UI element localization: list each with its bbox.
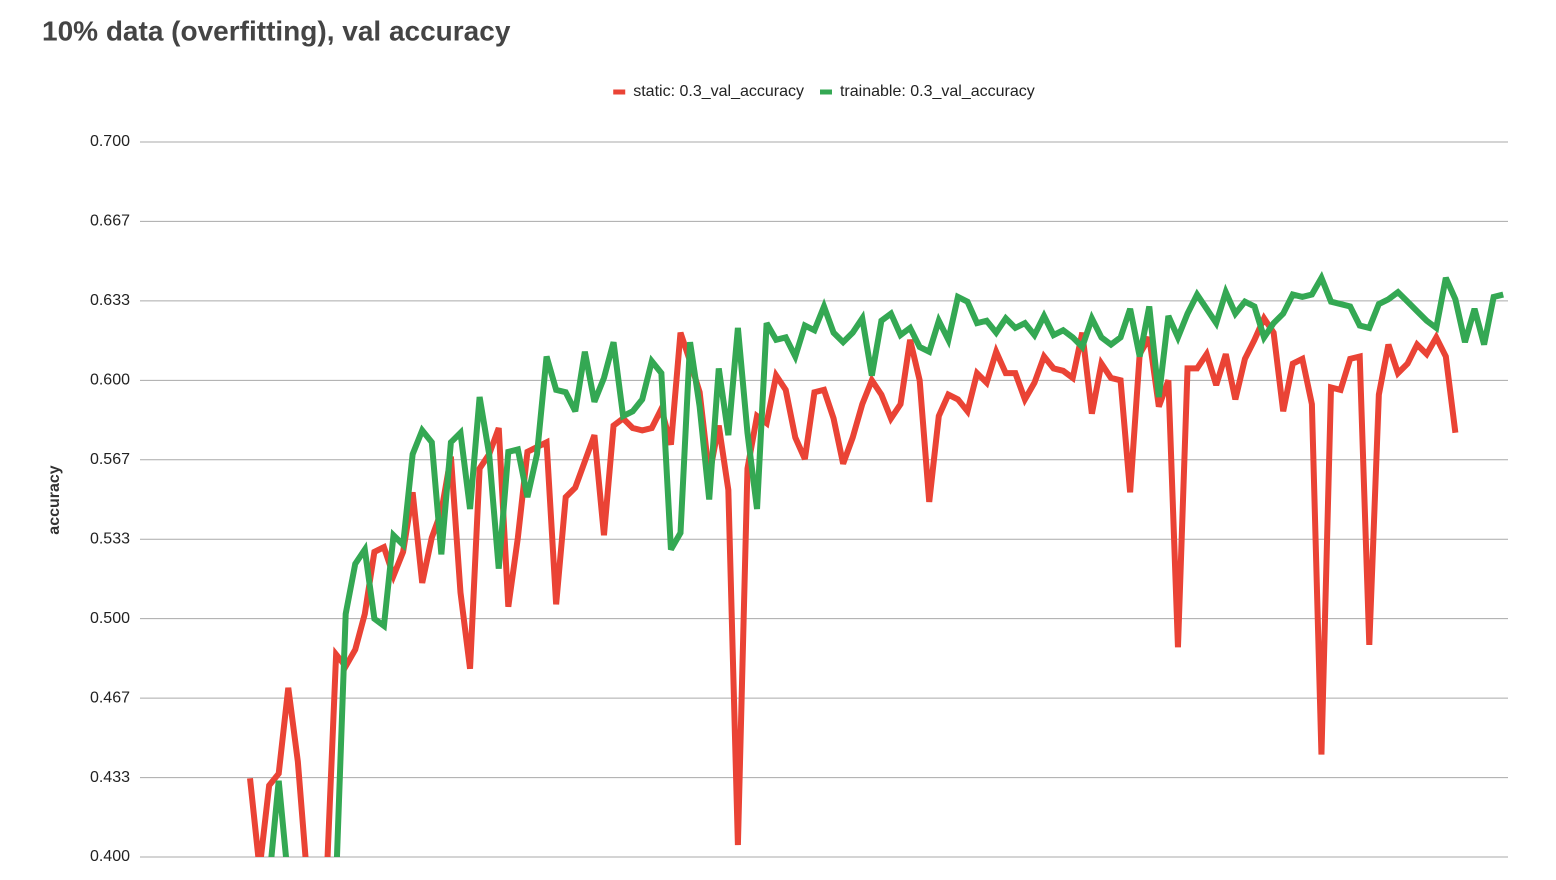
legend: static: 0.3_val_accuracy trainable: 0.3_v… [613,83,1035,100]
y-tick-label: 0.467 [90,689,130,706]
legend-label: static: 0.3_val_accuracy [633,83,804,100]
series-line [247,312,1459,857]
y-tick-label: 0.700 [90,133,130,150]
y-axis-label: accuracy [46,465,63,534]
y-tick-label: 0.533 [90,530,130,547]
plot-area [247,270,1504,857]
y-tick-label: 0.633 [90,292,130,309]
y-tick-label: 0.567 [90,451,130,468]
y-tick-label: 0.433 [90,769,130,786]
legend-label: trainable: 0.3_val_accuracy [840,83,1035,100]
chart-title: 10% data (overfitting), val accuracy [42,15,511,46]
series-line [268,270,1504,857]
y-tick-label: 0.667 [90,213,130,230]
y-tick-label: 0.500 [90,610,130,627]
y-tick-label: 0.600 [90,372,130,389]
y-tick-label: 0.400 [90,848,130,865]
